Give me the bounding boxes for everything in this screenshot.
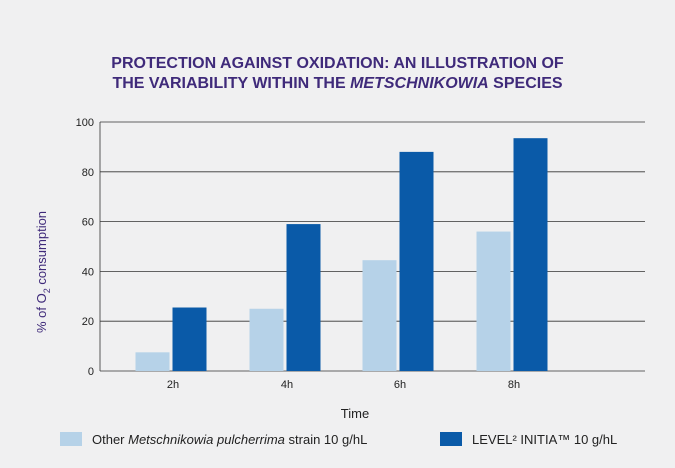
legend-label-level2-initia: LEVEL² INITIA™ 10 g/hL — [472, 432, 617, 447]
y-tick-label-0: 0 — [88, 366, 94, 378]
x-tick-labels: 2h 4h 6h 8h — [167, 379, 520, 391]
bar-level2-initia-6h — [399, 151, 434, 371]
x-tick-label-2h: 2h — [167, 379, 179, 391]
legend-label-level2-initia-text: LEVEL² INITIA™ 10 g/hL — [472, 432, 617, 447]
legend-swatch-other-strain — [60, 432, 82, 446]
y-tick-label-40: 40 — [82, 266, 94, 278]
bars — [135, 138, 548, 371]
x-tick-label-6h: 6h — [394, 379, 406, 391]
chart-title-line-2-prefix: THE VARIABILITY WITHIN THE — [112, 75, 351, 92]
x-tick-label-4h: 4h — [281, 379, 293, 391]
bar-level2-initia-4h — [286, 224, 321, 371]
bar-other-strain-2h — [135, 352, 170, 371]
y-axis-label-suffix: consumption — [34, 211, 49, 288]
y-tick-label-20: 20 — [82, 316, 94, 328]
legend-swatch-level2-initia — [440, 432, 462, 446]
bar-other-strain-8h — [476, 231, 511, 371]
chart-title-line-2-suffix: SPECIES — [488, 75, 563, 92]
y-axis-label: % of O2 consumption — [34, 211, 52, 333]
chart-title-line-2: THE VARIABILITY WITHIN THE METSCHNIKOWIA… — [0, 74, 675, 94]
bar-level2-initia-8h — [513, 138, 548, 371]
y-tick-label-100: 100 — [76, 117, 94, 129]
chart-title-line-1: PROTECTION AGAINST OXIDATION: AN ILLUSTR… — [111, 55, 564, 72]
chart-title-line-2-italic: METSCHNIKOWIA — [350, 75, 489, 92]
legend-label-other-strain: Other Metschnikowia pulcherrima strain 1… — [92, 432, 367, 447]
x-axis-label: Time — [341, 406, 369, 421]
y-axis-label-prefix: % of O — [34, 293, 49, 333]
y-tick-labels: 0 20 40 60 80 100 — [76, 117, 94, 378]
bar-other-strain-6h — [362, 260, 397, 371]
legend-label-other-strain-suffix: strain 10 g/hL — [285, 432, 367, 447]
chart-title: PROTECTION AGAINST OXIDATION: AN ILLUSTR… — [0, 54, 675, 94]
legend: Other Metschnikowia pulcherrima strain 1… — [60, 432, 617, 447]
legend-label-other-strain-italic: Metschnikowia pulcherrima — [128, 432, 285, 447]
y-tick-label-60: 60 — [82, 217, 94, 229]
bar-other-strain-4h — [249, 308, 284, 371]
y-tick-label-80: 80 — [82, 167, 94, 179]
x-tick-label-8h: 8h — [508, 379, 520, 391]
y-axis-label-subscript: 2 — [42, 288, 52, 293]
bar-level2-initia-2h — [172, 307, 207, 371]
legend-label-other-strain-prefix: Other — [92, 432, 128, 447]
